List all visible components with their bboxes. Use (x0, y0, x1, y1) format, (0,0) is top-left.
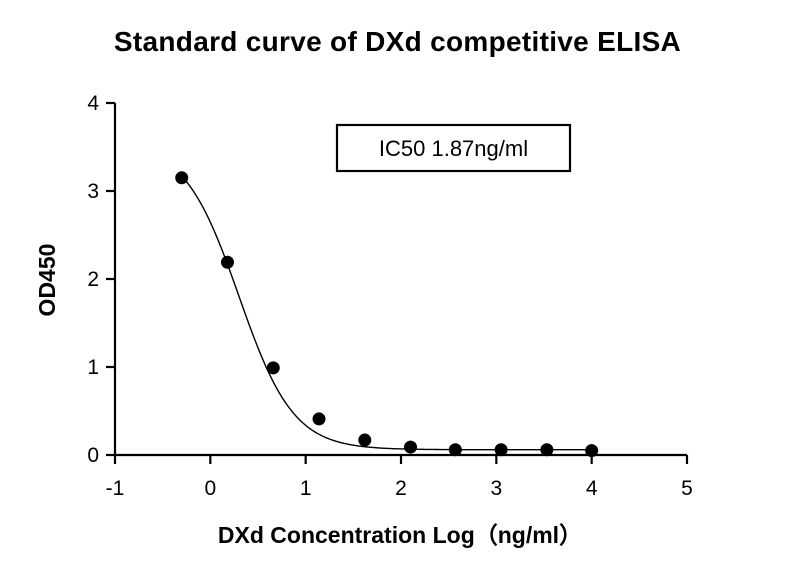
annotation-box (335, 123, 572, 173)
annotation-text: IC50 1.87ng/ml (379, 136, 528, 161)
x-tick-label: 5 (681, 477, 693, 500)
x-tick-label: 0 (204, 477, 216, 500)
data-point (494, 443, 508, 457)
y-axis-label: OD450 (34, 244, 60, 317)
y-tick-label: 1 (87, 356, 99, 379)
x-axis-label: DXd Concentration Log（ng/ml） (218, 522, 582, 548)
y-tick-label: 3 (87, 180, 99, 203)
data-point (220, 255, 234, 269)
data-point (448, 443, 462, 457)
x-axis-ticks: -1 0 1 2 3 4 5 (106, 455, 693, 500)
data-point (585, 444, 599, 458)
ic50-annotation: IC50 1.87ng/ml (335, 123, 572, 173)
fit-curve (181, 175, 592, 451)
y-axis-ticks: 0 1 2 3 4 (87, 92, 115, 467)
data-point (312, 412, 326, 426)
x-tick-label: 1 (300, 477, 312, 500)
y-tick-label: 0 (87, 444, 99, 467)
x-tick-label: 4 (586, 477, 598, 500)
data-point (358, 433, 372, 447)
y-tick-label: 2 (87, 268, 99, 291)
x-tick-label: 3 (490, 477, 502, 500)
chart-title: Standard curve of DXd competitive ELISA (113, 26, 682, 57)
data-point (175, 171, 189, 185)
y-tick-label: 4 (87, 92, 99, 115)
x-tick-label: -1 (106, 477, 125, 500)
data-point (404, 440, 418, 454)
data-point (266, 361, 280, 375)
data-points (175, 171, 599, 458)
data-point (540, 443, 554, 457)
x-tick-label: 2 (395, 477, 407, 500)
